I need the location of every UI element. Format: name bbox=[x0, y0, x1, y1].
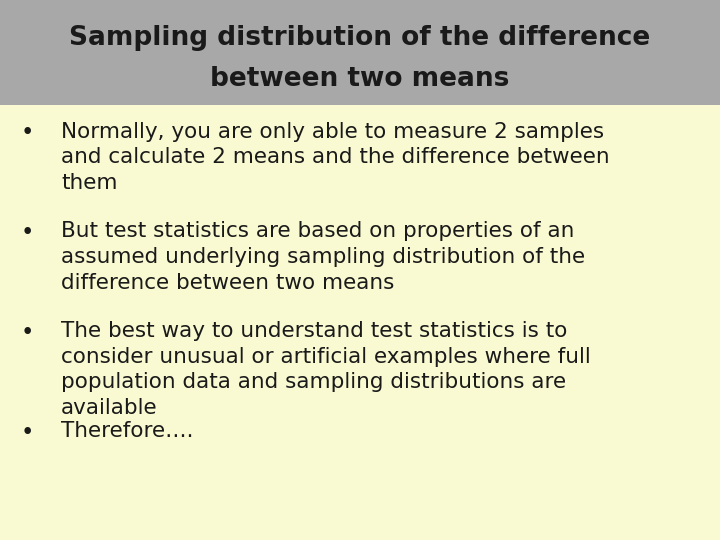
Text: Sampling distribution of the difference: Sampling distribution of the difference bbox=[69, 24, 651, 51]
Text: •: • bbox=[21, 221, 34, 245]
Text: Normally, you are only able to measure 2 samples
and calculate 2 means and the d: Normally, you are only able to measure 2… bbox=[61, 122, 610, 193]
Text: between two means: between two means bbox=[210, 65, 510, 92]
Text: Therefore….: Therefore…. bbox=[61, 421, 194, 441]
Text: •: • bbox=[21, 321, 34, 345]
Bar bbox=[0, 0, 720, 105]
Text: •: • bbox=[21, 122, 34, 145]
Text: But test statistics are based on properties of an
assumed underlying sampling di: But test statistics are based on propert… bbox=[61, 221, 585, 293]
Text: •: • bbox=[21, 421, 34, 444]
Text: The best way to understand test statistics is to
consider unusual or artificial : The best way to understand test statisti… bbox=[61, 321, 591, 418]
